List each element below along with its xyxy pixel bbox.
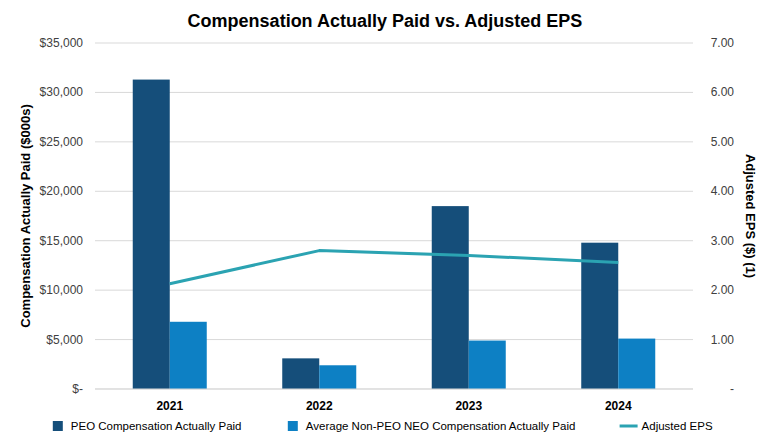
legend: PEO Compensation Actually Paid Average No… xyxy=(53,420,713,432)
y2-tick-label: 2.00 xyxy=(711,283,735,297)
plot-area xyxy=(133,80,656,389)
bar xyxy=(170,322,207,389)
y2-tick-label: 3.00 xyxy=(711,234,735,248)
y2-tick-label: 4.00 xyxy=(711,184,735,198)
grid-line xyxy=(95,240,693,241)
y-tick-label: $20,000 xyxy=(40,184,84,198)
legend-swatch xyxy=(620,425,638,428)
legend-label: PEO Compensation Actually Paid xyxy=(71,420,242,432)
y2-tick xyxy=(693,43,697,44)
y2-tick xyxy=(693,141,697,142)
grid-line xyxy=(95,92,693,93)
y2-tick-label: 5.00 xyxy=(711,135,735,149)
grid-line xyxy=(95,141,693,142)
bar xyxy=(432,206,469,389)
y2-tick xyxy=(693,290,697,291)
grid-line xyxy=(95,389,693,390)
y2-tick xyxy=(693,339,697,340)
x-axis-line xyxy=(95,389,693,390)
y-tick-label: $- xyxy=(72,382,83,396)
y2-axis-title: Adjusted EPS ($) (1) xyxy=(743,154,758,278)
legend-label: Adjusted EPS xyxy=(642,420,713,432)
bar xyxy=(469,341,506,389)
x-tick-label: 2023 xyxy=(455,399,482,413)
y2-tick-label: 1.00 xyxy=(711,333,735,347)
y2-tick-label: 7.00 xyxy=(711,36,735,50)
y2-tick-label: 6.00 xyxy=(711,85,735,99)
y-tick-label: $15,000 xyxy=(40,234,84,248)
y-axis-title: Compensation Actually Paid ($000s) xyxy=(18,104,33,327)
legend-swatch xyxy=(288,421,298,431)
y-tick-label: $30,000 xyxy=(40,85,84,99)
y2-tick xyxy=(693,92,697,93)
bar xyxy=(282,358,319,389)
y-tick-label: $35,000 xyxy=(40,36,84,50)
y-tick-label: $25,000 xyxy=(40,135,84,149)
grid-line xyxy=(95,43,693,44)
y2-tick xyxy=(693,191,697,192)
bar xyxy=(133,80,170,389)
legend-swatch xyxy=(53,421,63,431)
y2-tick-label: - xyxy=(730,382,734,396)
y2-tick xyxy=(693,389,697,390)
legend-label: Average Non-PEO NEO Compensation Actuall… xyxy=(306,420,576,432)
x-tick-label: 2024 xyxy=(605,399,632,413)
y-tick-label: $10,000 xyxy=(40,283,84,297)
chart: Compensation Actually Paid vs. Adjusted … xyxy=(0,0,770,448)
grid-line xyxy=(95,191,693,192)
x-tick-label: 2021 xyxy=(156,399,183,413)
y2-tick xyxy=(693,240,697,241)
y-tick-label: $5,000 xyxy=(46,333,83,347)
title: Compensation Actually Paid vs. Adjusted … xyxy=(188,11,583,31)
line xyxy=(170,251,619,284)
bar xyxy=(319,365,356,389)
bar xyxy=(618,339,655,389)
x-tick-label: 2022 xyxy=(306,399,333,413)
bar xyxy=(581,243,618,389)
